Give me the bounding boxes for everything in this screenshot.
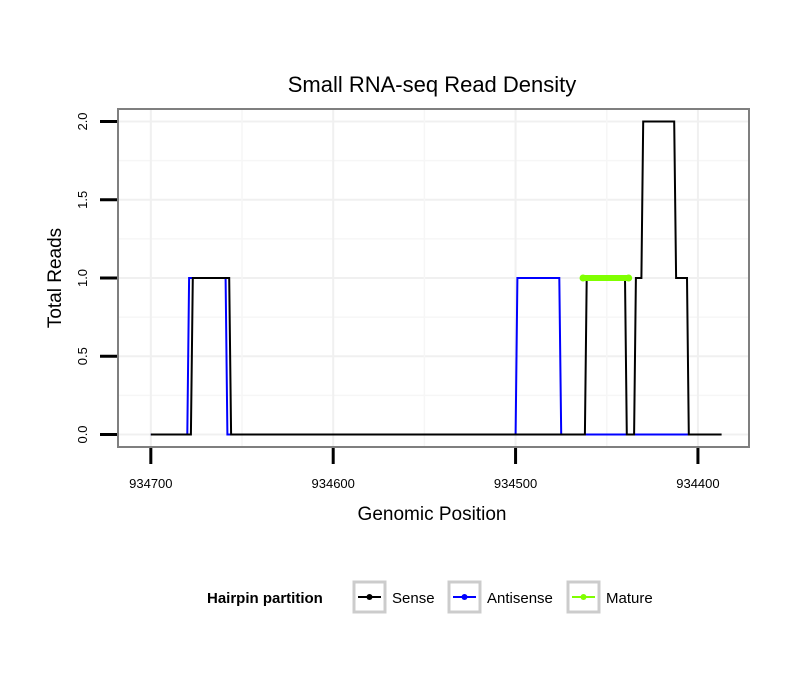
y-tick-label: 0.0 bbox=[75, 425, 90, 443]
x-axis-label: Genomic Position bbox=[358, 504, 507, 525]
legend-title: Hairpin partition bbox=[207, 590, 323, 607]
legend-label-mature: Mature bbox=[606, 590, 653, 607]
legend-entry-antisense: Antisense bbox=[447, 580, 553, 614]
series-layer bbox=[150, 120, 722, 436]
x-tick-label: 934400 bbox=[676, 476, 719, 491]
legend-label-sense: Sense bbox=[392, 590, 435, 607]
x-tick-label: 934500 bbox=[494, 476, 537, 491]
series-sense bbox=[150, 120, 722, 436]
legend-entry-mature: Mature bbox=[566, 580, 653, 614]
legend-entry-sense: Sense bbox=[352, 580, 435, 614]
x-tick-label: 934600 bbox=[312, 476, 355, 491]
y-axis: 0.0 0.5 1.0 1.5 2.0 bbox=[75, 112, 117, 444]
legend: Hairpin partition Sense Antisense Mature bbox=[207, 580, 653, 614]
y-tick-label: 1.5 bbox=[75, 191, 90, 209]
x-tick-label: 934700 bbox=[129, 476, 172, 491]
legend-label-antisense: Antisense bbox=[487, 590, 553, 607]
series-mature-point bbox=[579, 274, 587, 282]
y-tick-label: 0.5 bbox=[75, 347, 90, 365]
legend-key-dot bbox=[366, 594, 373, 600]
series-mature-point bbox=[625, 274, 633, 282]
y-axis-label: Total Reads bbox=[45, 228, 66, 328]
chart-title: Small RNA-seq Read Density bbox=[288, 72, 577, 97]
legend-key-dot bbox=[461, 594, 468, 600]
y-tick-label: 1.0 bbox=[75, 269, 90, 287]
x-axis: 934700 934600 934500 934400 bbox=[129, 448, 720, 491]
legend-key-dot bbox=[580, 594, 587, 600]
y-tick-label: 2.0 bbox=[75, 112, 90, 130]
